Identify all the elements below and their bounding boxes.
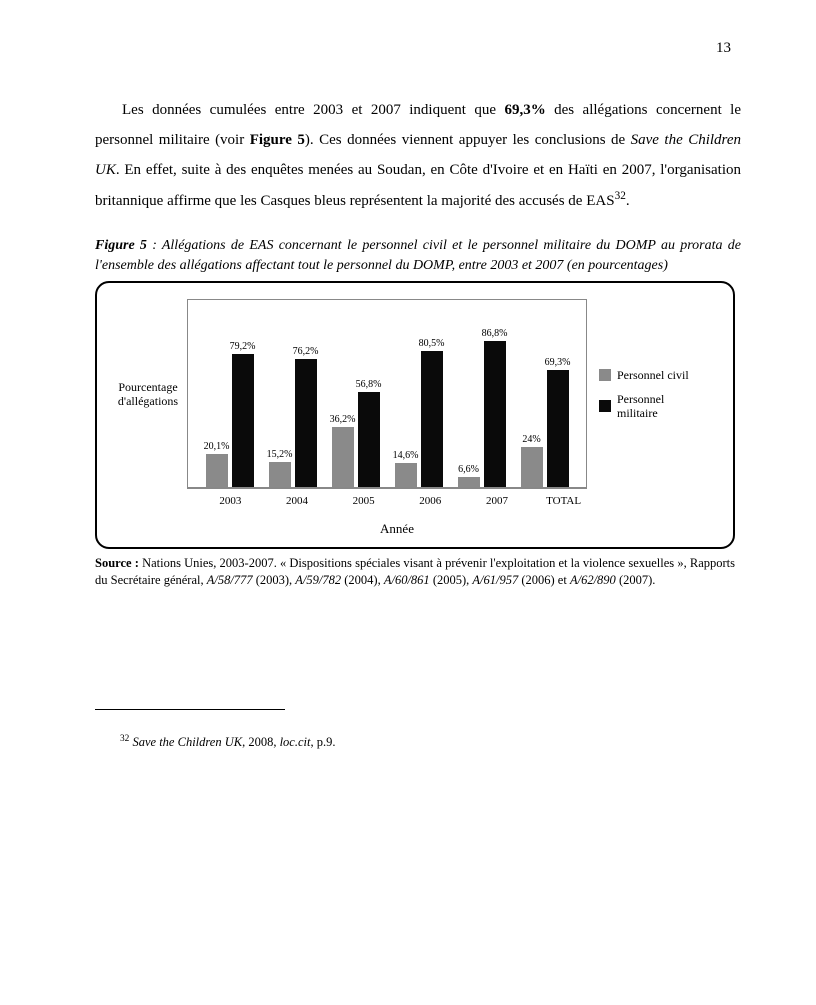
- bar-militaire: [547, 370, 569, 488]
- footnote-number: 32: [120, 734, 129, 744]
- bar-label-civil: 24%: [522, 435, 540, 445]
- text: (2003),: [253, 573, 296, 587]
- bar-label-militaire: 56,8%: [356, 380, 382, 390]
- bar-militaire: [232, 354, 254, 489]
- text: ). Ces données viennent appuyer les conc…: [305, 132, 631, 148]
- legend: Personnel civil Personnel militaire: [587, 358, 707, 431]
- footnote-loc: loc.cit: [280, 735, 311, 749]
- x-tick: TOTAL: [535, 495, 593, 507]
- text: (2004),: [341, 573, 384, 587]
- bar-group: 24% 69,3%: [516, 358, 574, 488]
- bar-militaire: [358, 392, 380, 489]
- bar-civil-wrap: 14,6%: [393, 451, 419, 488]
- x-tick: 2007: [468, 495, 526, 507]
- bar-label-militaire: 80,5%: [419, 339, 445, 349]
- text: Les données cumulées entre 2003 et 2007 …: [122, 102, 504, 118]
- bar-militaire-wrap: 76,2%: [293, 347, 319, 489]
- legend-swatch-civil: [599, 369, 611, 381]
- legend-item-civil: Personnel civil: [599, 368, 707, 382]
- text: (2005),: [430, 573, 473, 587]
- footnote-text: , 2008,: [242, 735, 280, 749]
- footnote-end: , p.9.: [310, 735, 335, 749]
- bar-civil: [395, 463, 417, 488]
- body-paragraph: Les données cumulées entre 2003 et 2007 …: [95, 95, 741, 216]
- bar-label-militaire: 76,2%: [293, 347, 319, 357]
- x-tick: 2006: [401, 495, 459, 507]
- footnote-italic: Save the Children UK: [129, 735, 242, 749]
- bar-militaire-wrap: 86,8%: [482, 329, 508, 489]
- source-ref: A/62/890: [570, 573, 616, 587]
- bar-militaire-wrap: 56,8%: [356, 380, 382, 489]
- bar-label-militaire: 86,8%: [482, 329, 508, 339]
- bar-civil-wrap: 15,2%: [267, 450, 293, 488]
- x-ticks: 2003 2004 2005 2006 2007 TOTAL: [197, 495, 597, 507]
- bar-militaire-wrap: 69,3%: [545, 358, 571, 488]
- bar-militaire: [295, 359, 317, 489]
- x-tick: 2005: [335, 495, 393, 507]
- bar-civil: [521, 447, 543, 488]
- y-label-line2: d'allégations: [118, 394, 178, 408]
- bar-civil: [332, 427, 354, 489]
- source-ref: A/61/957: [472, 573, 518, 587]
- bar-group: 36,2% 56,8%: [327, 380, 385, 489]
- text: (2006) et: [518, 573, 570, 587]
- bar-civil-wrap: 20,1%: [204, 442, 230, 488]
- bold-percent: 69,3%: [504, 102, 545, 118]
- source-ref: A/58/777: [207, 573, 253, 587]
- source-ref: A/59/782: [295, 573, 341, 587]
- source-line: Source : Nations Unies, 2003-2007. « Dis…: [95, 555, 735, 589]
- bar-group: 15,2% 76,2%: [264, 347, 322, 489]
- bar-civil: [206, 454, 228, 488]
- bar-civil-wrap: 6,6%: [456, 465, 482, 488]
- legend-label-civil: Personnel civil: [617, 368, 689, 382]
- page-number: 13: [716, 40, 731, 57]
- y-axis-label: Pourcentage d'allégations: [109, 380, 187, 409]
- y-label-line1: Pourcentage: [118, 380, 177, 394]
- bar-label-civil: 6,6%: [458, 465, 479, 475]
- figure-label: Figure 5: [95, 238, 147, 253]
- bar-militaire: [421, 351, 443, 488]
- bar-group: 14,6% 80,5%: [390, 339, 448, 488]
- bar-militaire-wrap: 79,2%: [230, 342, 256, 489]
- footnote: 32 Save the Children UK, 2008, loc.cit, …: [95, 734, 741, 750]
- legend-label-militaire: Personnel militaire: [617, 392, 707, 421]
- bar-militaire: [484, 341, 506, 489]
- plot-area: 20,1% 79,2% 15,2% 76,2% 36,2% 56,8% 14,6% 80,5%…: [187, 299, 587, 489]
- x-tick: 2004: [268, 495, 326, 507]
- bar-militaire-wrap: 80,5%: [419, 339, 445, 488]
- footnote-ref: 32: [615, 190, 626, 202]
- bar-group: 20,1% 79,2%: [201, 342, 259, 489]
- x-axis-label: Année: [197, 521, 597, 537]
- footnote-separator: [95, 709, 285, 710]
- source-ref: A/60/861: [384, 573, 430, 587]
- legend-swatch-militaire: [599, 400, 611, 412]
- source-label: Source :: [95, 556, 142, 570]
- text: .: [626, 193, 630, 209]
- figure-caption-text: : Allégations de EAS concernant le perso…: [95, 238, 741, 273]
- bar-label-militaire: 79,2%: [230, 342, 256, 352]
- figure-caption: Figure 5 : Allégations de EAS concernant…: [95, 236, 741, 275]
- bar-civil-wrap: 36,2%: [330, 415, 356, 489]
- bar-label-civil: 14,6%: [393, 451, 419, 461]
- x-tick: 2003: [201, 495, 259, 507]
- bar-civil: [269, 462, 291, 488]
- bar-label-civil: 36,2%: [330, 415, 356, 425]
- figure-reference: Figure 5: [250, 132, 305, 148]
- legend-item-militaire: Personnel militaire: [599, 392, 707, 421]
- text: . En effet, suite à des enquêtes menées …: [95, 162, 741, 209]
- text: (2007).: [616, 573, 656, 587]
- chart-container: Pourcentage d'allégations 20,1% 79,2% 15,2…: [95, 281, 735, 549]
- bar-civil-wrap: 24%: [519, 435, 545, 488]
- bar-group: 6,6% 86,8%: [453, 329, 511, 489]
- bar-label-militaire: 69,3%: [545, 358, 571, 368]
- bar-label-civil: 15,2%: [267, 450, 293, 460]
- bar-label-civil: 20,1%: [204, 442, 230, 452]
